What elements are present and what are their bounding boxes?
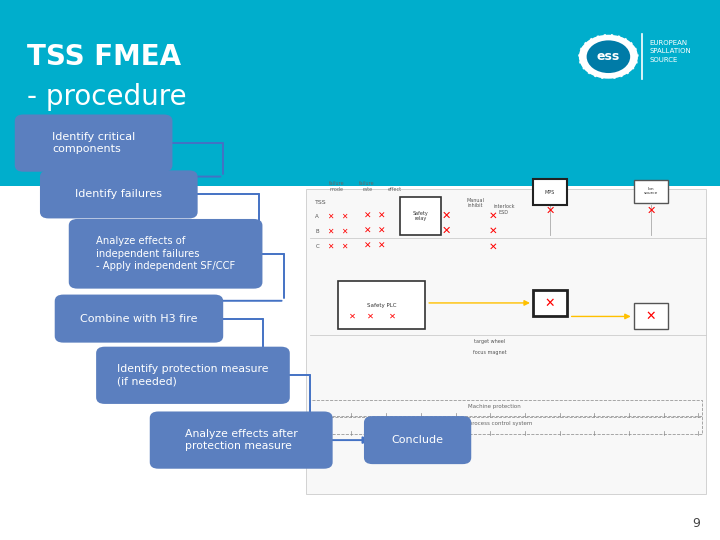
Text: ✕: ✕ bbox=[341, 212, 347, 220]
Circle shape bbox=[587, 40, 630, 73]
Text: failure
rate: failure rate bbox=[359, 181, 375, 192]
Text: ✕: ✕ bbox=[489, 211, 498, 221]
FancyBboxPatch shape bbox=[533, 290, 567, 316]
FancyBboxPatch shape bbox=[150, 411, 333, 469]
Text: Combine with H3 fire: Combine with H3 fire bbox=[80, 314, 198, 323]
FancyBboxPatch shape bbox=[55, 295, 223, 343]
Text: effect: effect bbox=[387, 187, 402, 192]
FancyBboxPatch shape bbox=[533, 179, 567, 205]
Text: Machine protection: Machine protection bbox=[467, 403, 521, 409]
Text: ✕: ✕ bbox=[327, 242, 333, 251]
Text: ✕: ✕ bbox=[489, 226, 498, 236]
Text: Analyze effects of
independent failures
- Apply independent SF/CCF: Analyze effects of independent failures … bbox=[96, 237, 235, 271]
Text: ✕: ✕ bbox=[364, 227, 371, 235]
Text: B: B bbox=[315, 228, 319, 234]
Text: ✕: ✕ bbox=[389, 312, 396, 320]
Text: ✕: ✕ bbox=[441, 211, 451, 221]
Text: failure
mode: failure mode bbox=[329, 181, 345, 192]
Text: focus magnet: focus magnet bbox=[473, 349, 506, 355]
FancyBboxPatch shape bbox=[364, 416, 471, 464]
FancyBboxPatch shape bbox=[69, 219, 263, 288]
Text: ✕: ✕ bbox=[545, 206, 555, 215]
Bar bbox=[310, 417, 702, 434]
Text: ✕: ✕ bbox=[489, 241, 498, 251]
Text: target wheel: target wheel bbox=[474, 339, 505, 344]
Text: Analyze effects after
protection measure: Analyze effects after protection measure bbox=[185, 429, 297, 451]
Text: Conclude: Conclude bbox=[392, 435, 444, 445]
FancyBboxPatch shape bbox=[0, 0, 720, 186]
Text: Safety
relay: Safety relay bbox=[413, 211, 428, 221]
Text: Ion
source: Ion source bbox=[644, 187, 658, 195]
Text: ✕: ✕ bbox=[349, 312, 356, 320]
Bar bbox=[310, 400, 702, 416]
Text: ✕: ✕ bbox=[364, 242, 371, 251]
Text: ✕: ✕ bbox=[327, 212, 333, 220]
Text: ess: ess bbox=[597, 50, 620, 63]
Text: ✕: ✕ bbox=[646, 206, 656, 215]
Text: ✕: ✕ bbox=[441, 226, 451, 236]
Text: ✕: ✕ bbox=[367, 312, 374, 320]
Circle shape bbox=[578, 34, 639, 79]
Text: ✕: ✕ bbox=[545, 296, 555, 309]
Text: - procedure: - procedure bbox=[27, 83, 187, 111]
FancyBboxPatch shape bbox=[14, 114, 173, 172]
Text: Identify protection measure
(if needed): Identify protection measure (if needed) bbox=[117, 364, 269, 387]
Text: MPS: MPS bbox=[545, 190, 555, 195]
FancyBboxPatch shape bbox=[40, 171, 197, 218]
Text: Identify failures: Identify failures bbox=[76, 190, 162, 199]
FancyBboxPatch shape bbox=[634, 303, 668, 329]
Text: EUROPEAN
SPALLATION
SOURCE: EUROPEAN SPALLATION SOURCE bbox=[649, 40, 691, 63]
Text: ✕: ✕ bbox=[364, 212, 371, 220]
Text: ✕: ✕ bbox=[327, 227, 333, 235]
FancyBboxPatch shape bbox=[306, 189, 706, 494]
Text: ✕: ✕ bbox=[646, 310, 656, 323]
Text: TSS: TSS bbox=[315, 200, 327, 205]
FancyBboxPatch shape bbox=[96, 347, 289, 404]
Text: ✕: ✕ bbox=[378, 242, 385, 251]
Text: TSS FMEA: TSS FMEA bbox=[27, 43, 181, 71]
Text: Manual
inhibit: Manual inhibit bbox=[467, 198, 484, 208]
Text: 9: 9 bbox=[692, 517, 700, 530]
Text: ✕: ✕ bbox=[341, 242, 347, 251]
Text: interlock
ESD: interlock ESD bbox=[493, 204, 515, 215]
Text: A: A bbox=[315, 213, 319, 219]
FancyBboxPatch shape bbox=[634, 180, 668, 202]
Text: ✕: ✕ bbox=[378, 212, 385, 220]
FancyBboxPatch shape bbox=[400, 197, 441, 235]
Text: Safety PLC: Safety PLC bbox=[367, 302, 396, 308]
Text: ✕: ✕ bbox=[378, 227, 385, 235]
FancyBboxPatch shape bbox=[338, 281, 425, 329]
Text: C: C bbox=[315, 244, 319, 249]
Text: user process control system: user process control system bbox=[455, 421, 533, 427]
Text: Identify critical
components: Identify critical components bbox=[52, 132, 135, 154]
Text: ✕: ✕ bbox=[341, 227, 347, 235]
